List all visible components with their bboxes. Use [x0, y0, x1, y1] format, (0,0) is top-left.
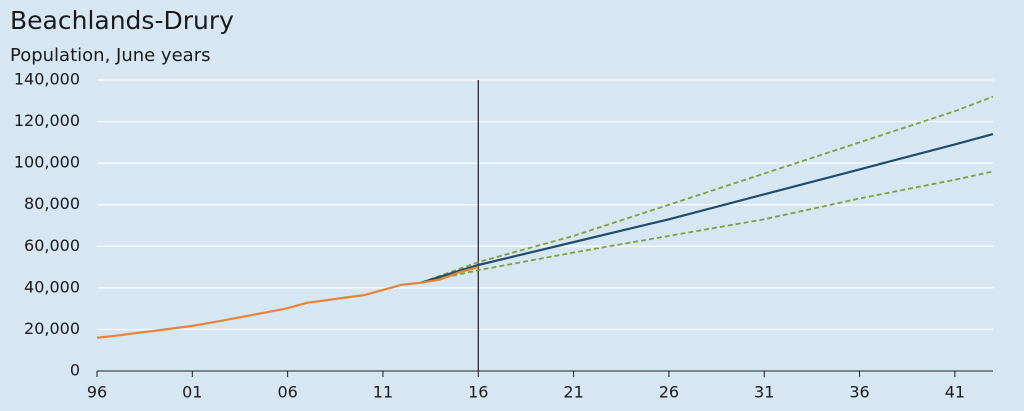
x-tick-label: 16 [468, 383, 488, 402]
y-tick-label: 120,000 [14, 111, 80, 130]
y-tick-label: 0 [70, 361, 80, 380]
x-tick-label: 96 [87, 383, 107, 402]
x-tick-label: 06 [277, 383, 297, 402]
chart-title: Beachlands-Drury [10, 6, 234, 35]
x-tick-label: 21 [563, 383, 583, 402]
y-tick-label: 60,000 [24, 236, 80, 255]
series-line [96, 266, 479, 339]
y-tick-label: 140,000 [14, 70, 80, 89]
y-tick-label: 20,000 [24, 319, 80, 338]
x-tick-label: 31 [754, 383, 774, 402]
x-tick-label: 26 [659, 383, 679, 402]
chart-subtitle: Population, June years [10, 45, 210, 66]
series-line [420, 170, 994, 284]
x-tick-label: 11 [373, 383, 393, 402]
y-tick-label: 40,000 [24, 277, 80, 296]
y-tick-label: 80,000 [24, 194, 80, 213]
series-line [420, 132, 994, 284]
x-tick-label: 01 [182, 383, 202, 402]
y-tick-label: 100,000 [14, 153, 80, 172]
x-tick-label: 36 [849, 383, 869, 402]
series-line [420, 95, 994, 284]
x-tick-label: 41 [945, 383, 965, 402]
